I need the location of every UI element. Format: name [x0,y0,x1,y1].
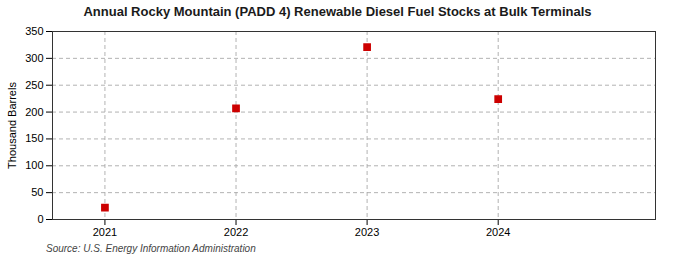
svg-text:200: 200 [25,106,43,118]
svg-text:250: 250 [25,79,43,91]
svg-text:2021: 2021 [93,226,117,238]
html-text:Annual Rocky Mountain (PADD 4): Annual Rocky Mountain (PADD 4) Renewable… [83,4,592,19]
svg-text:300: 300 [25,52,43,64]
svg-text:2022: 2022 [224,226,248,238]
svg-text:350: 350 [25,25,43,37]
svg-text:50: 50 [31,186,43,198]
svg-text:Thousand Barrels: Thousand Barrels [6,82,18,169]
svg-text:150: 150 [25,132,43,144]
html-text:Source: U.S. Energy Informatio: Source: U.S. Energy Information Administ… [46,243,256,254]
svg-text:2023: 2023 [355,226,379,238]
svg-text:0: 0 [37,213,43,225]
svg-text:2024: 2024 [486,226,510,238]
svg-text:100: 100 [25,159,43,171]
